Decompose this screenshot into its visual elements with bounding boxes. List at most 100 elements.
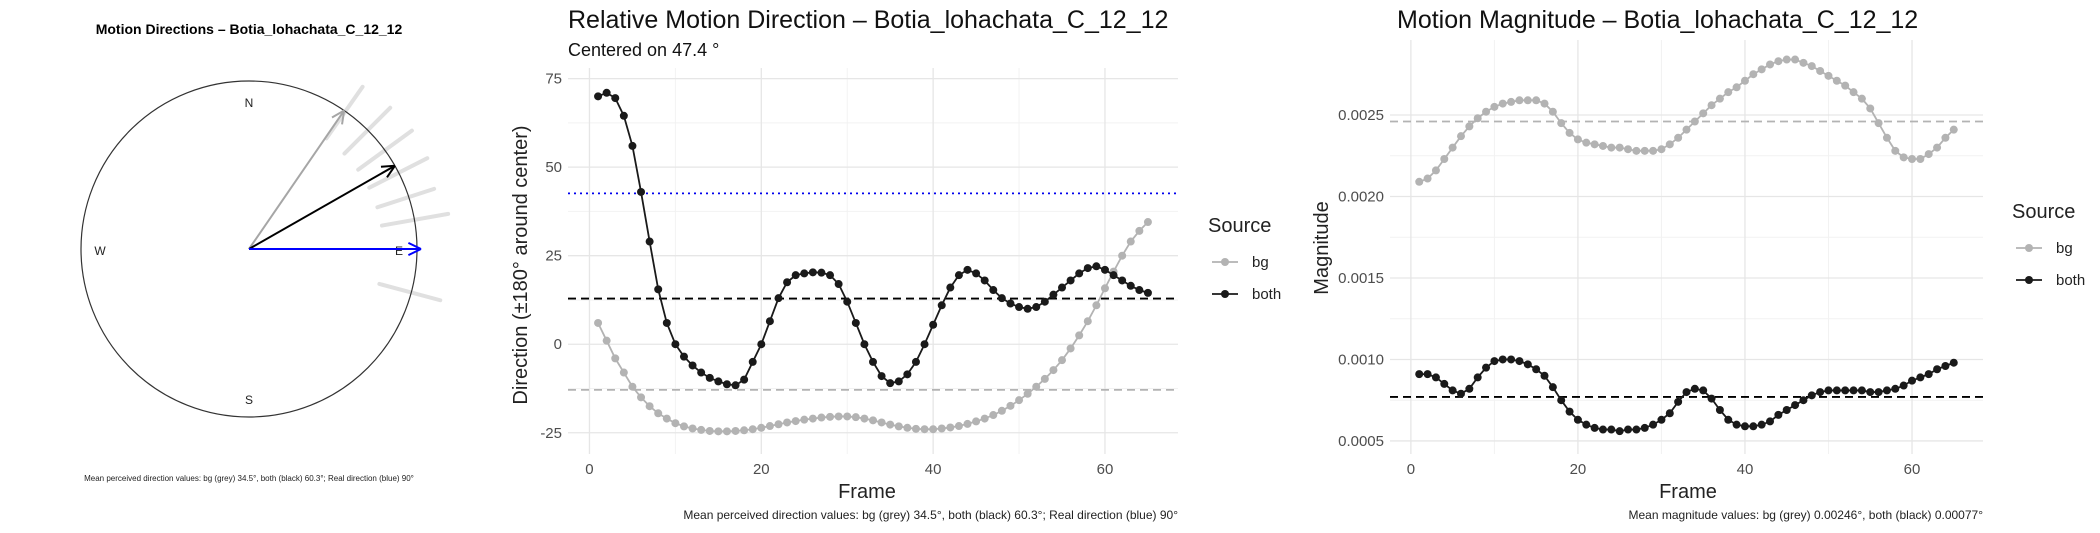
magnitude-point-bg: [1582, 138, 1591, 147]
direction-point-bg: [748, 425, 757, 434]
direction-x-tick-label: 20: [753, 461, 770, 478]
magnitude-point-both: [1699, 386, 1708, 395]
direction-point-both: [748, 357, 757, 366]
magnitude-point-bg: [1598, 141, 1607, 150]
magnitude-point-both: [1949, 358, 1958, 367]
direction-point-bg: [946, 423, 955, 432]
magnitude-series: [1415, 55, 1958, 436]
magnitude-point-both: [1515, 357, 1524, 366]
direction-point-both: [1040, 297, 1049, 306]
direction-point-both: [1092, 262, 1101, 271]
direction-point-both: [714, 377, 723, 386]
direction-point-bg: [937, 424, 946, 433]
direction-point-both: [628, 141, 637, 150]
direction-point-bg: [774, 420, 783, 429]
magnitude-point-bg: [1724, 88, 1733, 97]
magnitude-point-both: [1757, 420, 1766, 429]
compass-title: Motion Directions – Botia_lohachata_C_12…: [96, 21, 403, 37]
magnitude-point-both: [1916, 373, 1925, 382]
direction-y-tick-label: 0: [554, 336, 562, 353]
direction-point-both: [774, 294, 783, 303]
magnitude-point-bg: [1707, 101, 1716, 110]
magnitude-point-bg: [1565, 128, 1574, 137]
magnitude-point-both: [1732, 420, 1741, 429]
direction-point-bg: [980, 414, 989, 423]
direction-point-bg: [1058, 356, 1067, 365]
direction-legend-item-both: both: [1212, 286, 1281, 303]
direction-series-both: [594, 88, 1152, 390]
direction-point-bg: [808, 414, 817, 423]
magnitude-point-bg: [1649, 146, 1658, 155]
direction-point-bg: [860, 414, 869, 423]
magnitude-point-both: [1607, 425, 1616, 434]
direction-point-bg: [791, 417, 800, 426]
magnitude-point-both: [1523, 360, 1532, 369]
direction-legend-item-bg: bg: [1212, 254, 1269, 271]
magnitude-point-bg: [1557, 119, 1566, 128]
magnitude-point-bg: [1782, 55, 1791, 64]
magnitude-point-bg: [1941, 133, 1950, 142]
magnitude-point-bg: [1482, 107, 1491, 116]
magnitude-point-both: [1448, 386, 1457, 395]
magnitude-point-both: [1799, 396, 1808, 405]
direction-point-both: [1135, 286, 1144, 295]
direction-point-bg: [1143, 218, 1152, 227]
magnitude-point-bg: [1841, 81, 1850, 90]
direction-point-both: [637, 187, 646, 196]
magnitude-point-both: [1565, 407, 1574, 416]
direction-point-both: [1006, 299, 1015, 308]
direction-legend-title: Source: [1208, 215, 1271, 237]
direction-point-bg: [963, 419, 972, 428]
direction-point-bg: [834, 412, 843, 421]
direction-point-both: [705, 373, 714, 382]
direction-point-bg: [654, 409, 663, 418]
magnitude-point-bg: [1857, 94, 1866, 103]
direction-point-both: [834, 280, 843, 289]
direction-point-both: [1023, 304, 1032, 313]
magnitude-point-bg: [1732, 83, 1741, 92]
direction-point-both: [791, 271, 800, 280]
magnitude-point-bg: [1431, 166, 1440, 175]
magnitude-point-bg: [1498, 99, 1507, 108]
magnitude-point-both: [1866, 388, 1875, 397]
direction-point-both: [954, 271, 963, 280]
magnitude-point-both: [1908, 376, 1917, 385]
direction-point-bg: [611, 354, 620, 363]
direction-point-bg: [989, 411, 998, 420]
magnitude-point-both: [1624, 425, 1633, 434]
magnitude-point-bg: [1465, 122, 1474, 131]
magnitude-point-both: [1507, 355, 1516, 364]
direction-y-tick-label: -25: [540, 425, 562, 442]
direction-point-both: [808, 268, 817, 277]
magnitude-point-bg: [1866, 104, 1875, 113]
direction-chart-title: Relative Motion Direction – Botia_lohach…: [568, 6, 1168, 34]
direction-point-bg: [886, 420, 895, 429]
direction-point-both: [800, 269, 809, 278]
direction-point-both: [903, 370, 912, 379]
direction-x-tick-label: 60: [1097, 461, 1114, 478]
magnitude-chart-title: Motion Magnitude – Botia_lohachata_C_12_…: [1397, 6, 1918, 34]
magnitude-legend-label: bg: [2056, 240, 2073, 257]
magnitude-y-tick-label: 0.0025: [1338, 107, 1384, 124]
direction-point-bg: [929, 425, 938, 434]
magnitude-point-both: [1807, 391, 1816, 400]
magnitude-point-both: [1782, 405, 1791, 414]
direction-point-both: [886, 379, 895, 388]
magnitude-caption: Mean magnitude values: bg (grey) 0.00246…: [1629, 508, 1984, 522]
direction-point-both: [1126, 281, 1135, 290]
magnitude-point-bg: [1807, 62, 1816, 71]
magnitude-point-both: [1440, 379, 1449, 388]
magnitude-point-bg: [1665, 140, 1674, 149]
direction-point-bg: [594, 318, 603, 327]
direction-point-both: [877, 372, 886, 381]
direction-point-both: [946, 283, 955, 292]
magnitude-x-tick-label: 60: [1904, 461, 1921, 478]
magnitude-legend-item-both: both: [2016, 272, 2085, 289]
direction-point-both: [826, 271, 835, 280]
magnitude-point-both: [1882, 386, 1891, 395]
compass-panel: Motion Directions – Botia_lohachata_C_12…: [80, 21, 451, 483]
compass-real-arrow: [249, 242, 422, 256]
direction-point-both: [1058, 283, 1067, 292]
direction-point-both: [619, 111, 628, 120]
magnitude-chart-panel: Motion Magnitude – Botia_lohachata_C_12_…: [1311, 6, 2085, 522]
